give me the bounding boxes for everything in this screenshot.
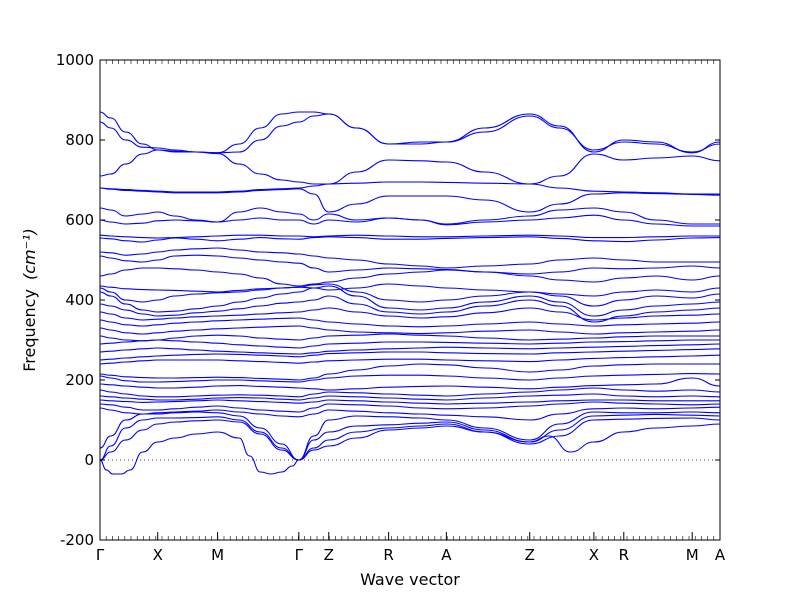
band-line-9	[99, 236, 721, 243]
band-line-30	[99, 399, 720, 405]
band-line-35	[99, 417, 721, 461]
band-line-22	[99, 343, 721, 355]
band-line-34	[99, 413, 721, 461]
band-line-13	[99, 283, 721, 297]
band-line-15	[99, 285, 721, 317]
band-line-6	[99, 207, 720, 225]
y-axis-label: Frequency (cm⁻¹)	[20, 228, 39, 371]
band-line-12	[99, 267, 721, 287]
x-tick-label: M	[686, 546, 699, 564]
band-line-5	[99, 187, 721, 213]
y-tick-label: 1000	[56, 51, 94, 69]
y-tick-label: 200	[65, 371, 94, 389]
band-line-17	[99, 307, 721, 321]
x-tick-label: X	[589, 546, 599, 564]
band-line-2	[99, 113, 721, 154]
band-line-29	[99, 393, 721, 401]
y-tick-label: 800	[65, 131, 94, 149]
band-line-16	[99, 295, 721, 323]
y-tick-label: 400	[65, 291, 94, 309]
y-tick-label: -200	[60, 531, 94, 549]
x-tick-label: Γ	[96, 546, 105, 564]
x-tick-label: X	[153, 546, 163, 564]
band-line-3	[99, 149, 721, 185]
x-tick-label: R	[619, 546, 629, 564]
x-tick-label: R	[383, 546, 393, 564]
x-axis-minor-ticks	[99, 60, 721, 540]
y-tick-label: 600	[65, 211, 94, 229]
x-axis-label: Wave vector	[360, 570, 460, 589]
x-tick-label: Γ	[295, 546, 304, 564]
band-line-4	[99, 181, 720, 195]
y-axis-label-unit: (cm⁻¹)	[20, 228, 39, 280]
band-line-33	[99, 411, 721, 461]
band-line-14	[99, 283, 721, 307]
x-tick-label: M	[211, 546, 224, 564]
x-tick-label: Z	[525, 546, 535, 564]
x-tick-label: Z	[324, 546, 334, 564]
y-tick-label: 0	[84, 451, 94, 469]
band-line-32	[99, 406, 721, 421]
band-line-20	[99, 333, 720, 342]
band-line-26	[99, 373, 721, 383]
band-line-21	[99, 339, 720, 349]
y-axis-label-text: Frequency	[20, 289, 39, 372]
band-line-8	[99, 234, 720, 239]
band-line-7	[99, 214, 720, 227]
band-line-27	[99, 377, 721, 391]
y-axis-ticks: -200 0 200 400 600 800 1000	[56, 51, 720, 549]
band-line-24	[99, 354, 721, 365]
band-line-31	[99, 401, 721, 413]
x-tick-label: A	[715, 546, 726, 564]
band-line-28	[99, 387, 721, 398]
band-line-10	[99, 247, 720, 269]
band-line-36	[99, 423, 721, 475]
x-tick-label: A	[441, 546, 452, 564]
band-line-18	[99, 317, 721, 328]
band-lines	[99, 111, 721, 475]
band-line-19	[99, 325, 721, 335]
band-line-1	[99, 111, 721, 154]
band-line-25	[99, 363, 721, 381]
band-line-23	[99, 348, 721, 361]
band-line-11	[99, 254, 721, 275]
